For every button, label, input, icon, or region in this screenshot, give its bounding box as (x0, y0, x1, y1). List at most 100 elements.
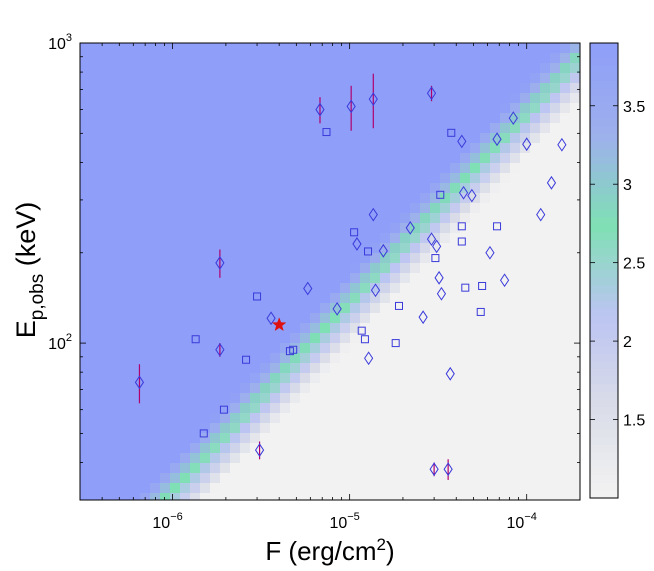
map-cell (140, 403, 151, 414)
map-cell (120, 213, 131, 224)
map-cell (320, 273, 331, 284)
map-cell (420, 203, 431, 214)
map-cell (400, 323, 411, 334)
map-cell (190, 393, 201, 404)
map-cell (280, 193, 291, 204)
map-cell (400, 403, 411, 414)
map-cell (520, 493, 531, 500)
map-cell (510, 243, 521, 254)
map-cell (240, 113, 251, 124)
map-cell (250, 473, 261, 484)
map-cell (310, 473, 321, 484)
map-cell (280, 173, 291, 184)
map-cell (100, 153, 111, 164)
map-cell (150, 383, 161, 394)
map-cell (390, 483, 401, 494)
map-cell (410, 43, 421, 54)
map-cell (240, 353, 251, 364)
map-cell (410, 173, 421, 184)
map-cell (370, 383, 381, 394)
map-cell (120, 193, 131, 204)
map-cell (440, 473, 451, 484)
map-cell (450, 413, 461, 424)
map-cell (80, 273, 91, 284)
map-cell (330, 243, 341, 254)
map-cell (140, 493, 151, 500)
map-cell (480, 423, 491, 434)
map-cell (560, 103, 571, 114)
map-cell (80, 373, 91, 384)
map-cell (210, 63, 221, 74)
map-cell (90, 53, 101, 64)
map-cell (570, 183, 580, 194)
map-cell (180, 343, 191, 354)
map-cell (360, 423, 371, 434)
map-cell (370, 413, 381, 424)
map-cell (330, 333, 341, 344)
map-cell (320, 93, 331, 104)
map-cell (210, 423, 221, 434)
map-cell (330, 463, 341, 474)
map-cell (120, 153, 131, 164)
map-cell (490, 443, 501, 454)
map-cell (120, 333, 131, 344)
map-cell (270, 273, 281, 284)
map-cell (290, 213, 301, 224)
map-cell (340, 183, 351, 194)
map-cell (80, 123, 91, 134)
colorbar-segment (590, 285, 618, 294)
map-cell (510, 453, 521, 464)
map-cell (390, 113, 401, 124)
colorbar-segment (590, 164, 618, 173)
map-cell (300, 373, 311, 384)
map-cell (510, 163, 521, 174)
map-cell (440, 413, 451, 424)
map-cell (430, 423, 441, 434)
map-cell (150, 413, 161, 424)
map-cell (260, 173, 271, 184)
map-cell (80, 383, 91, 394)
map-cell (440, 143, 451, 154)
map-cell (550, 373, 561, 384)
map-cell (430, 363, 441, 374)
map-cell (400, 43, 411, 54)
map-cell (320, 53, 331, 64)
map-cell (200, 453, 211, 464)
map-cell (530, 313, 541, 324)
map-cell (360, 113, 371, 124)
map-cell (150, 233, 161, 244)
map-cell (190, 213, 201, 224)
map-cell (490, 363, 501, 374)
map-cell (440, 453, 451, 464)
map-cell (300, 113, 311, 124)
map-cell (380, 153, 391, 164)
map-cell (240, 63, 251, 74)
map-cell (170, 293, 181, 304)
map-cell (220, 123, 231, 134)
map-cell (260, 103, 271, 114)
colorbar-segment (590, 452, 618, 461)
map-cell (400, 353, 411, 364)
map-cell (240, 273, 251, 284)
map-cell (560, 303, 571, 314)
map-cell (150, 93, 161, 104)
map-cell (180, 313, 191, 324)
map-cell (390, 233, 401, 244)
diamond-point (352, 237, 362, 251)
map-cell (210, 53, 221, 64)
map-cell (400, 83, 411, 94)
map-cell (330, 93, 341, 104)
map-cell (230, 403, 241, 414)
map-cell (170, 133, 181, 144)
map-cell (310, 493, 321, 500)
map-cell (340, 223, 351, 234)
map-cell (410, 263, 421, 274)
map-cell (410, 143, 421, 154)
map-cell (140, 233, 151, 244)
map-cell (230, 113, 241, 124)
map-cell (500, 143, 511, 154)
map-cell (180, 163, 191, 174)
colorbar-segment (590, 391, 618, 401)
map-cell (400, 483, 411, 494)
map-cell (390, 153, 401, 164)
